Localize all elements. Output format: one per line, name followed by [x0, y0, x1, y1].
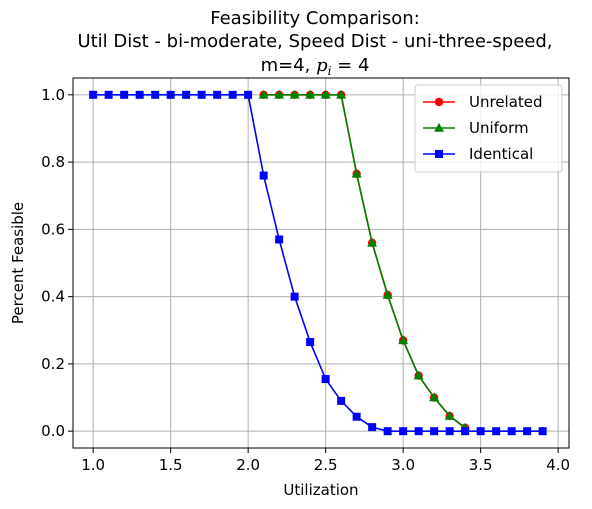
y-tick-label: 0.0	[41, 422, 65, 440]
data-series	[89, 89, 547, 436]
legend: Unrelated Uniform Identical	[414, 84, 563, 173]
identical-point	[197, 90, 206, 99]
y-tick-label: 0.2	[41, 355, 65, 373]
chart-title-line-3: m=4, pi = 4	[261, 55, 370, 78]
x-tick-label: 1.5	[159, 456, 183, 474]
legend-label-unrelated: Unrelated	[469, 93, 543, 111]
uniform-point	[274, 89, 285, 99]
identical-point	[445, 427, 454, 436]
identical-point	[135, 90, 144, 99]
identical-point	[244, 90, 253, 99]
identical-point	[383, 427, 392, 436]
axis-ticks: 1.0 1.5 2.0 2.5 3.0 3.5 4.0 0.0 0.2 0.4 0.6 0.8 1.0	[41, 86, 570, 474]
x-tick-label: 2.5	[314, 456, 338, 474]
x-tick-label: 3.0	[391, 456, 415, 474]
legend-label-uniform: Uniform	[469, 119, 529, 137]
identical-point	[414, 427, 423, 436]
identical-point	[104, 90, 113, 99]
identical-point	[166, 90, 175, 99]
uniform-point	[398, 335, 409, 345]
uniform-point	[289, 89, 300, 99]
chart-title-line-3-sub: i	[328, 64, 332, 78]
uniform-point	[336, 89, 347, 99]
identical-point	[259, 171, 268, 180]
legend-marker-identical	[435, 150, 443, 158]
chart-title-line-2: Util Dist - bi-moderate, Speed Dist - un…	[77, 31, 552, 52]
identical-point	[290, 292, 299, 301]
chart-title-line-1: Feasibility Comparison:	[210, 8, 420, 29]
uniform-point	[444, 411, 455, 420]
uniform-point	[367, 237, 378, 247]
identical-point	[507, 427, 516, 436]
chart-title-line-3-var: p	[316, 55, 328, 76]
legend-marker-uniform	[434, 123, 444, 132]
identical-point	[399, 427, 408, 436]
x-tick-label: 2.0	[236, 456, 260, 474]
identical-point	[182, 90, 191, 99]
identical-point	[89, 90, 98, 99]
identical-point	[523, 427, 532, 436]
identical-point	[430, 427, 439, 436]
identical-point	[492, 427, 501, 436]
identical-point	[352, 412, 361, 421]
uniform-point	[429, 392, 440, 402]
plot-area-frame	[72, 77, 570, 449]
y-tick-label: 0.6	[41, 220, 65, 238]
identical-point	[275, 235, 284, 244]
identical-point	[120, 90, 129, 99]
y-tick-label: 0.8	[41, 153, 65, 171]
chart-title: Feasibility Comparison: Util Dist - bi-m…	[77, 8, 552, 78]
identical-point	[151, 90, 160, 99]
chart-title-line-3-suffix: = 4	[331, 55, 369, 76]
legend-marker-unrelated	[434, 97, 444, 107]
uniform-point	[305, 89, 316, 99]
identical-point	[476, 427, 485, 436]
uniform-series	[258, 89, 471, 432]
x-axis-label: Utilization	[283, 481, 358, 499]
identical-point	[213, 90, 222, 99]
uniform-point	[382, 289, 393, 299]
uniform-point	[413, 370, 424, 380]
x-tick-label: 4.0	[546, 456, 570, 474]
identical-point	[368, 423, 377, 432]
identical-point	[461, 427, 470, 436]
uniform-point	[351, 168, 362, 178]
legend-box	[414, 84, 563, 173]
uniform-point	[320, 89, 331, 99]
identical-point	[321, 375, 330, 384]
y-tick-label: 0.4	[41, 288, 65, 306]
identical-point	[228, 90, 237, 99]
legend-label-identical: Identical	[469, 145, 533, 163]
identical-point	[306, 338, 315, 347]
identical-series	[89, 90, 547, 436]
x-tick-label: 1.0	[81, 456, 105, 474]
y-axis-label: Percent Feasible	[9, 202, 27, 324]
chart-title-line-3-prefix: m=4,	[261, 55, 317, 76]
identical-point	[538, 427, 547, 436]
uniform-point	[258, 89, 269, 99]
y-tick-label: 1.0	[41, 86, 65, 104]
identical-point	[337, 396, 346, 405]
x-tick-label: 3.5	[469, 456, 493, 474]
